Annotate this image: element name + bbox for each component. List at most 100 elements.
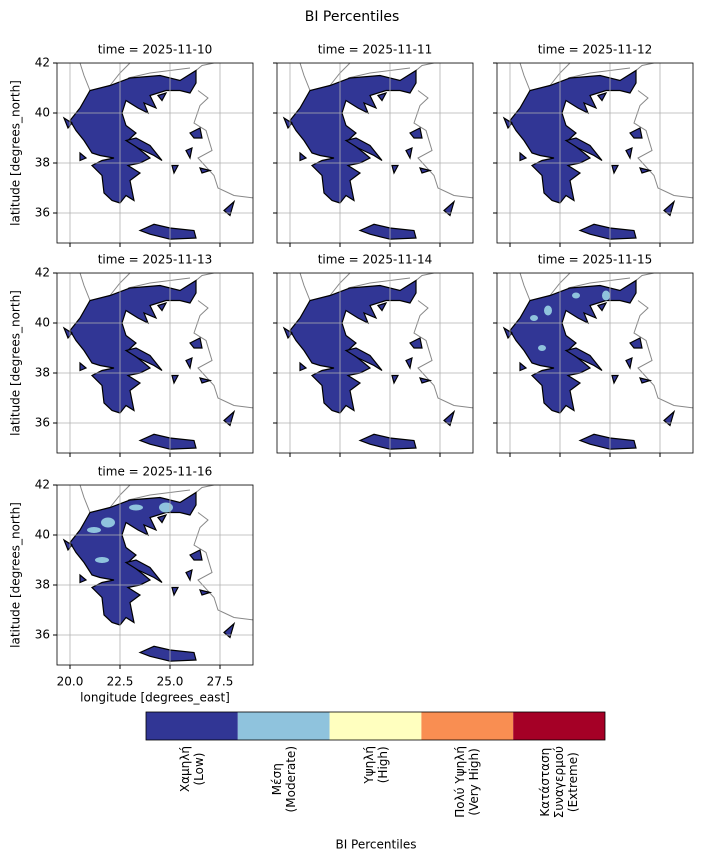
island [138,223,197,240]
land [289,69,417,204]
island [564,137,603,162]
island [564,347,603,372]
island [611,164,619,175]
y-tick-label: 42 [35,478,50,492]
patch [95,557,109,563]
x-tick-label: 27.5 [207,675,234,689]
border [415,63,435,71]
border [567,277,631,289]
border [193,300,253,409]
island [138,433,197,450]
border [127,67,191,79]
island [199,377,213,384]
island [185,357,193,370]
island [185,147,193,160]
island [519,151,528,162]
map-content [277,273,473,453]
map-content [57,273,253,453]
island [189,337,203,349]
y-axis-label: latitude [degrees_north] [9,80,23,226]
border [633,90,693,199]
x-tick-label: 25.0 [157,675,184,689]
island [223,621,236,639]
island [185,569,193,582]
island [189,549,203,561]
map-content [277,63,473,243]
y-tick-label: 42 [35,56,50,70]
map-content [57,485,253,665]
island [171,586,179,597]
border [299,273,311,301]
map-panel: time = 2025-11-14 [273,253,474,457]
y-axis-label: latitude [degrees_north] [9,502,23,648]
map-content [497,63,693,243]
border [195,63,215,71]
island [79,151,88,162]
y-tick-label: 40 [35,316,50,330]
border [635,63,655,71]
island [79,573,88,584]
island [405,147,413,160]
island [124,559,163,584]
panel-title: time = 2025-11-16 [98,465,213,479]
island [519,361,528,372]
colorbar-swatch [513,712,605,740]
island [391,374,399,385]
y-tick-label: 38 [35,578,50,592]
y-tick-label: 36 [35,628,50,642]
border [79,485,91,513]
map-panel: time = 2025-11-11 [273,43,474,247]
axes-frame [496,272,694,454]
land [69,69,197,204]
island [419,377,433,384]
island [199,167,213,174]
island [391,164,399,175]
border [299,63,311,91]
island [639,167,653,174]
island [156,301,168,312]
y-tick-label: 38 [35,366,50,380]
land [509,279,637,414]
colorbar-tick-label: Υψηλή (High) [361,746,390,784]
island [79,361,88,372]
island [625,147,633,160]
island [596,91,608,102]
patch [129,504,143,511]
island [578,433,637,450]
border [127,277,191,289]
land [69,491,197,626]
island [663,409,676,427]
patch [544,305,552,316]
map-content [57,63,253,243]
island [138,645,197,662]
island [443,199,456,217]
axes-frame [56,484,254,666]
border [519,273,531,301]
island [639,377,653,384]
map-content [497,273,693,453]
y-axis-label: latitude [degrees_north] [9,290,23,436]
island [409,127,423,139]
island [124,347,163,372]
map-panel: time = 2025-11-16 20.0 22.5 25.0 27.5 36 38 40 4… [9,465,254,705]
island [223,199,236,217]
axes-frame [56,272,254,454]
island [299,151,308,162]
island [578,223,637,240]
border [633,300,693,409]
panel-title: time = 2025-11-14 [318,253,433,267]
map-panel: time = 2025-11-15 [493,253,694,457]
island [358,223,417,240]
island [223,409,236,427]
panel-title: time = 2025-11-10 [98,43,213,57]
map-panel: time = 2025-11-13 36 38 40 42 latitude [degre… [9,253,254,457]
chart-title: BI Percentiles [305,9,400,25]
map-panel: time = 2025-11-10 36 38 40 42 latitude [degre… [9,43,254,247]
island [156,513,168,524]
border [79,273,91,301]
colorbar-tick-label: Χαμηλή (Low) [177,746,206,793]
colorbar-swatch [237,712,330,740]
border [127,489,191,501]
